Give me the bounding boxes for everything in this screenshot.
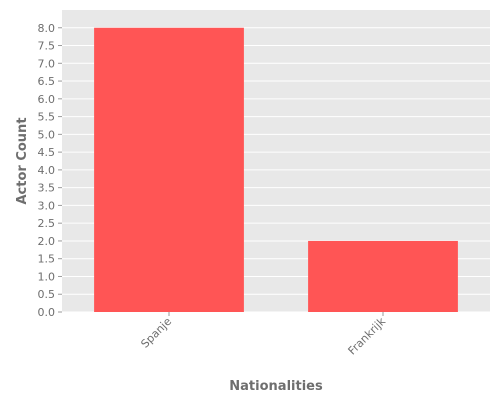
y-axis-title: Actor Count	[15, 117, 30, 204]
y-tick-label: 6.0	[38, 93, 56, 106]
y-tick-label: 1.0	[38, 270, 56, 283]
y-tick-label: 5.0	[38, 128, 56, 141]
y-tick-label: 1.5	[38, 253, 56, 266]
x-axis-title: Nationalities	[229, 379, 323, 394]
y-tick-label: 2.0	[38, 235, 56, 248]
x-axis-ticks: Spanje Frankrijk	[138, 312, 389, 357]
bars	[94, 27, 458, 312]
y-tick-label: 8.0	[38, 22, 56, 35]
y-axis-ticks: 0.0 0.5 1.0 1.5 2.0 2.5 3.0 3.5 4.0 4.5 5.0 5.5 6.0 6…	[38, 22, 62, 319]
y-tick-label: 3.5	[38, 182, 56, 195]
bar-frankrijk	[308, 240, 458, 312]
x-tick-label: Spanje	[138, 315, 174, 351]
y-tick-label: 4.0	[38, 164, 56, 177]
y-tick-label: 4.5	[38, 146, 56, 159]
y-tick-label: 0.0	[38, 306, 56, 319]
y-tick-label: 3.0	[38, 199, 56, 212]
y-tick-label: 0.5	[38, 288, 56, 301]
y-tick-label: 7.0	[38, 57, 56, 70]
bar-spanje	[94, 27, 244, 312]
y-tick-label: 5.5	[38, 111, 56, 124]
y-tick-label: 6.5	[38, 75, 56, 88]
y-tick-label: 7.5	[38, 40, 56, 53]
y-tick-label: 2.5	[38, 217, 56, 230]
x-tick-label: Frankrijk	[346, 314, 389, 357]
